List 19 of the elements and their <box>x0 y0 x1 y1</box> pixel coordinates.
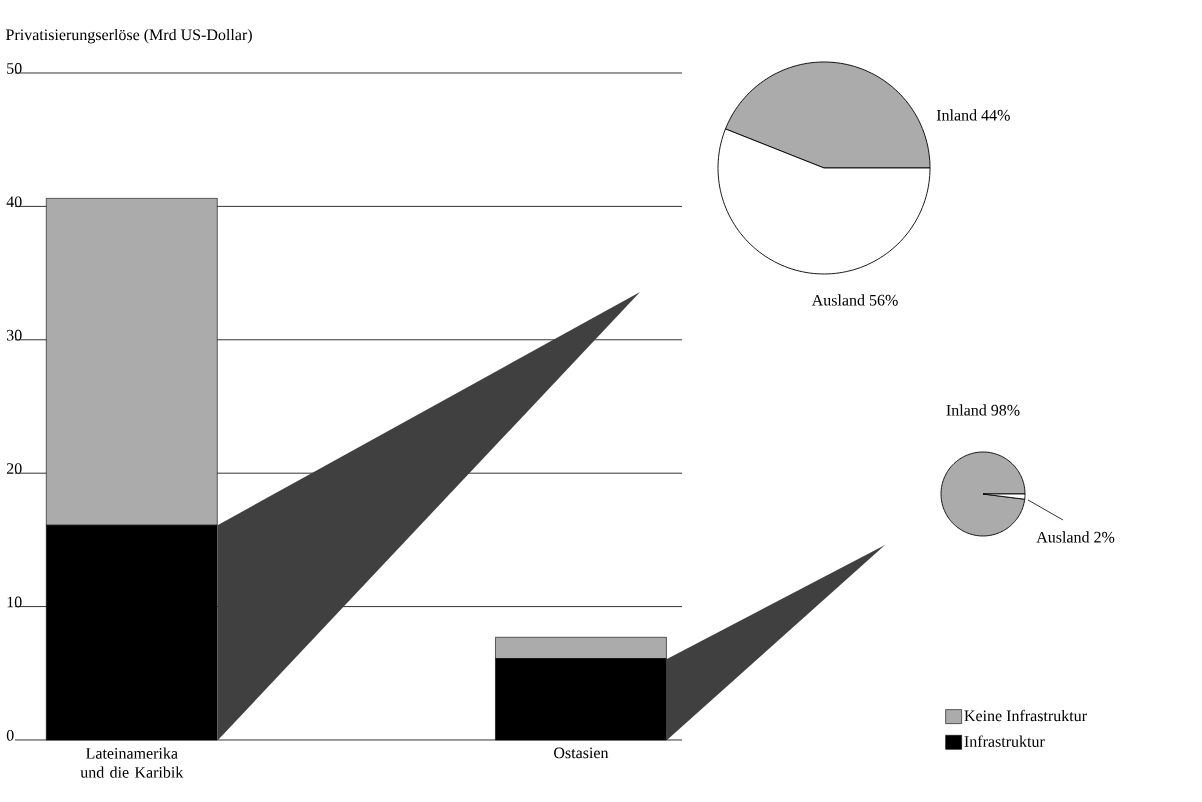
legend-label: Infrastruktur <box>964 735 1045 747</box>
y-tick-label: 40 <box>6 196 22 208</box>
y-tick-label: 50 <box>7 63 22 74</box>
x-tick-label: Lateinamerika und die Karibik <box>80 747 184 778</box>
x-tick-label: Ostasien <box>554 747 609 759</box>
slice-label: Inland <box>946 404 987 416</box>
y-axis-title: Privatisierungserlöse (Mrd US-Dollar) <box>6 28 252 44</box>
y-tick-label: 20 <box>6 463 22 474</box>
slice-label: Inland <box>936 109 977 121</box>
y-tick-label: 30 <box>6 329 22 341</box>
data-label: 56% <box>869 294 898 306</box>
legend-label: Keine Infrastruktur <box>964 709 1087 722</box>
y-tick-label: 0 <box>6 730 14 741</box>
data-label: 44% <box>981 109 1010 121</box>
slice-label: Ausland <box>811 294 865 306</box>
data-label: 2% <box>1094 531 1115 543</box>
data-label: 98% <box>991 404 1020 416</box>
y-tick-label: 10 <box>7 596 22 608</box>
slice-label: Ausland <box>1036 531 1090 543</box>
